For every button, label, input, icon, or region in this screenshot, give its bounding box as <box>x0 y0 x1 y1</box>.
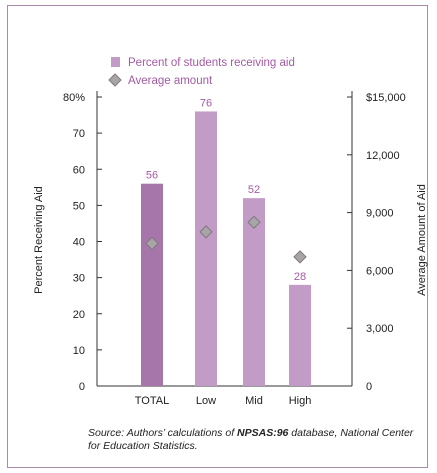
right-tick-label: 3,000 <box>366 323 394 335</box>
left-tick-label: 20 <box>73 309 85 321</box>
amount-diamond-marker <box>247 215 261 229</box>
amount-diamond-marker <box>199 225 213 239</box>
right-tick-label: 9,000 <box>366 208 394 220</box>
amount-diamond-marker <box>293 250 307 264</box>
amount-diamond-marker <box>145 236 159 251</box>
source-dataset: NPSAS:96 <box>237 427 289 439</box>
left-tick-label: 10 <box>73 345 85 357</box>
legend-bar-label: Percent of students receiving aid <box>128 57 295 69</box>
chart-frame <box>7 5 428 468</box>
x-tick-label: High <box>289 395 312 407</box>
bar <box>243 198 265 386</box>
left-tick-label: 0 <box>79 381 85 393</box>
x-tick-label: TOTAL <box>135 395 169 407</box>
left-tick-label: 50 <box>73 200 85 212</box>
left-tick-label: 40 <box>73 237 85 249</box>
bar <box>195 111 217 386</box>
left-tick-label: 60 <box>73 164 85 176</box>
bar-data-label: 76 <box>200 97 212 109</box>
left-axis-title: Percent Receiving Aid <box>33 186 45 294</box>
left-tick-label: 80% <box>63 92 85 104</box>
legend-diamond-swatch <box>108 73 122 87</box>
x-tick-label: Mid <box>245 395 263 407</box>
bar <box>141 183 163 386</box>
right-tick-label: $15,000 <box>366 92 406 104</box>
bar-data-label: 28 <box>294 271 306 283</box>
x-tick-label: Low <box>196 395 216 407</box>
source-note: Source: Authors’ calculations of NPSAS:9… <box>88 427 418 453</box>
right-tick-label: 12,000 <box>366 150 400 162</box>
legend-bar-swatch <box>111 57 120 67</box>
legend-diamond-label: Average amount <box>128 75 213 87</box>
source-prefix: Source: Authors’ calculations of <box>88 427 238 439</box>
source-suffix: database, National Center for Education … <box>88 427 414 452</box>
bar-data-label: 56 <box>146 170 158 182</box>
right-tick-label: 6,000 <box>366 265 394 277</box>
left-tick-label: 70 <box>73 128 85 140</box>
left-tick-label: 30 <box>73 273 85 285</box>
bar <box>289 284 311 386</box>
right-axis-title: Average Amount of Aid <box>416 184 428 296</box>
bar-data-label: 52 <box>248 184 260 196</box>
right-tick-label: 0 <box>366 381 372 393</box>
